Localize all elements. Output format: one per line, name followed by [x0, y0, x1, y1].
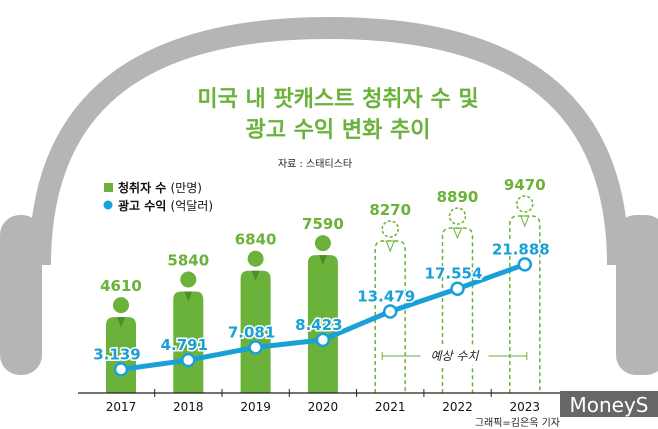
bar-2021: 8270	[369, 201, 411, 393]
x-tick-label: 2019	[240, 400, 271, 414]
revenue-value-label: 4.791	[161, 336, 208, 354]
revenue-value-label: 17.554	[425, 265, 483, 283]
legend-bar-label: 청취자 수 (만명)	[118, 180, 202, 195]
bar-2023: 9470	[504, 176, 546, 393]
bar-2020: 7590	[302, 215, 344, 393]
revenue-point-2021	[382, 304, 398, 319]
revenue-point-2020	[315, 332, 331, 348]
legend-line-swatch	[103, 200, 113, 210]
revenue-value-label: 7.081	[228, 323, 275, 341]
revenue-point-2018	[181, 352, 196, 368]
forecast-label: 예상 수치	[431, 349, 480, 363]
legend-bar-swatch	[104, 183, 113, 192]
bar-2019: 6840	[235, 231, 277, 393]
bar-2017: 4610	[100, 277, 142, 393]
source-note: 자료 : 스태티스타	[278, 158, 352, 170]
bar-value-label: 8890	[437, 188, 479, 206]
legend: 청취자 수 (만명) 광고 수익 (억달러)	[103, 180, 213, 213]
x-tick-label: 2023	[510, 400, 541, 414]
chart-title-line1: 미국 내 팟캐스트 청취자 수 및	[197, 87, 478, 112]
bar-2018: 5840	[167, 252, 209, 393]
bar-value-label: 5840	[167, 252, 209, 270]
revenue-value-label: 21.888	[492, 240, 550, 258]
x-tick-label: 2022	[442, 400, 473, 414]
headphones-decoration	[0, 16, 658, 375]
revenue-point-2017	[113, 362, 129, 377]
revenue-point-2022	[450, 281, 465, 296]
x-tick-label: 2020	[308, 400, 339, 414]
revenue-point-2019	[248, 340, 263, 355]
bar-value-label: 6840	[235, 231, 277, 249]
moneys-logo: MoneyS	[569, 393, 648, 417]
bar-value-label: 9470	[504, 176, 546, 194]
bar-value-label: 4610	[100, 277, 142, 295]
logo-box	[560, 391, 658, 417]
bar-value-label: 7590	[302, 215, 344, 233]
revenue-point-2023	[517, 257, 533, 272]
chart-title-line2: 광고 수익 변화 추이	[246, 118, 431, 143]
revenue-value-label: 3.139	[93, 345, 140, 363]
legend-line-label: 광고 수익 (억달러)	[118, 198, 213, 213]
revenue-value-label: 13.479	[357, 288, 415, 306]
x-tick-label: 2018	[173, 400, 204, 414]
credit: 그래픽=김은옥 기자	[475, 417, 560, 429]
x-tick-label: 2021	[375, 400, 406, 414]
bar-value-label: 8270	[369, 201, 411, 219]
bar-2022: 8890	[437, 188, 479, 393]
revenue-value-label: 8.423	[295, 316, 342, 334]
x-tick-label: 2017	[106, 400, 137, 414]
